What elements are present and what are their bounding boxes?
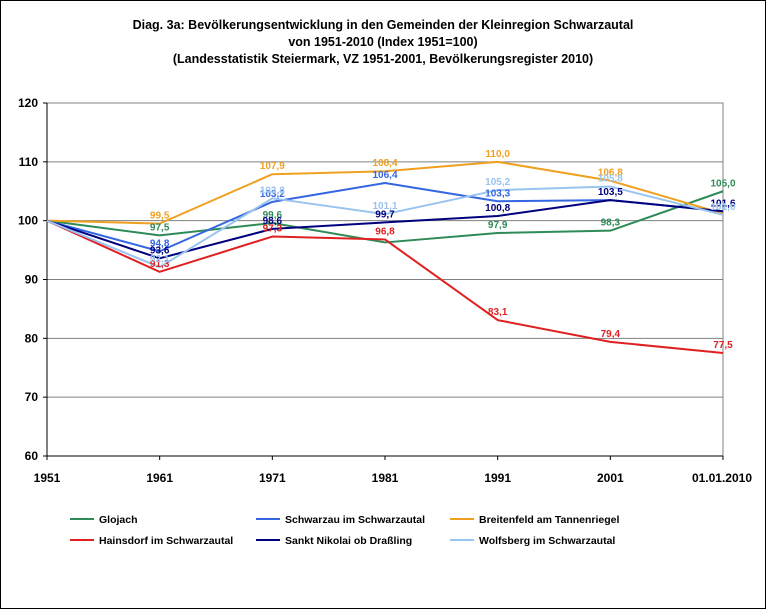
data-label: 96,8	[375, 226, 395, 237]
chart-title-line-1: Diag. 3a: Bevölkerungsentwicklung in den…	[132, 18, 634, 32]
x-tick-label: 1971	[259, 471, 286, 485]
data-label: 97,9	[488, 220, 508, 231]
x-tick-label: 2001	[597, 471, 624, 485]
data-label: 97,5	[150, 222, 170, 233]
y-tick-label: 110	[19, 155, 39, 169]
data-label: 108,4	[372, 158, 397, 169]
series-line-2	[46, 160, 724, 225]
data-label: 100,8	[485, 203, 510, 214]
data-label: 91,3	[150, 259, 170, 270]
data-label: 105,8	[598, 174, 623, 185]
y-tick-label: 80	[25, 331, 39, 345]
data-label: 101,0	[710, 202, 735, 213]
y-tick-label: 60	[25, 449, 39, 463]
series-line-3	[46, 219, 724, 355]
series-line-4	[46, 199, 724, 260]
data-label: 99,7	[375, 209, 395, 220]
data-label: 94,8	[150, 238, 170, 249]
data-label: 110,0	[485, 149, 510, 160]
data-label: 98,3	[601, 218, 621, 229]
chart-title: Diag. 3a: Bevölkerungsentwicklung in den…	[0, 17, 766, 68]
y-tick-label: 70	[25, 390, 39, 404]
legend-label: Schwarzau im Schwarzautal	[285, 514, 425, 526]
chart-title-line-2: von 1951-2010 (Index 1951=100)	[288, 35, 478, 49]
data-label: 83,1	[488, 307, 508, 318]
data-label: 103,2	[260, 189, 285, 200]
legend-label: Hainsdorf im Schwarzautal	[99, 535, 233, 547]
y-tick-label: 120	[18, 96, 38, 110]
x-tick-label: 1981	[372, 471, 399, 485]
x-tick-label: 01.01.2010	[692, 471, 752, 485]
data-label: 106,8	[598, 168, 623, 179]
data-label: 101,6	[710, 198, 735, 209]
series-line-5	[46, 185, 724, 269]
y-tick-label: 100	[18, 214, 38, 228]
x-tick-label: 1961	[146, 471, 173, 485]
data-label: 103,5	[598, 187, 623, 198]
data-label: 105,0	[710, 178, 735, 189]
data-label: 103,3	[485, 188, 510, 199]
chart-title-line-3: (Landesstatistik Steiermark, VZ 1951-200…	[172, 52, 594, 66]
legend-label: Breitenfeld am Tannenriegel	[479, 514, 620, 526]
data-label: 99,6	[263, 210, 283, 221]
legend-label: Wolfsberg im Schwarzautal	[479, 535, 615, 547]
legend-label: Glojach	[99, 514, 138, 526]
data-label: 101,1	[372, 201, 397, 212]
data-label: 77,5	[713, 340, 733, 351]
data-label: 98,6	[263, 216, 283, 227]
x-tick-label: 1991	[484, 471, 511, 485]
data-label: 99,5	[150, 211, 170, 222]
data-label: 92,1	[150, 254, 170, 265]
data-label: 107,9	[260, 161, 285, 172]
data-label: 103,8	[260, 185, 285, 196]
x-tick-label: 1951	[34, 471, 61, 485]
data-label: 93,6	[150, 245, 170, 256]
data-label: 105,2	[485, 177, 510, 188]
data-label: 97,3	[263, 224, 283, 235]
y-tick-label: 90	[25, 273, 39, 287]
legend-label: Sankt Nikolai ob Draßling	[285, 535, 412, 547]
data-label: 106,4	[372, 170, 397, 181]
series-line-0	[46, 190, 724, 244]
data-label: 79,4	[601, 329, 621, 340]
